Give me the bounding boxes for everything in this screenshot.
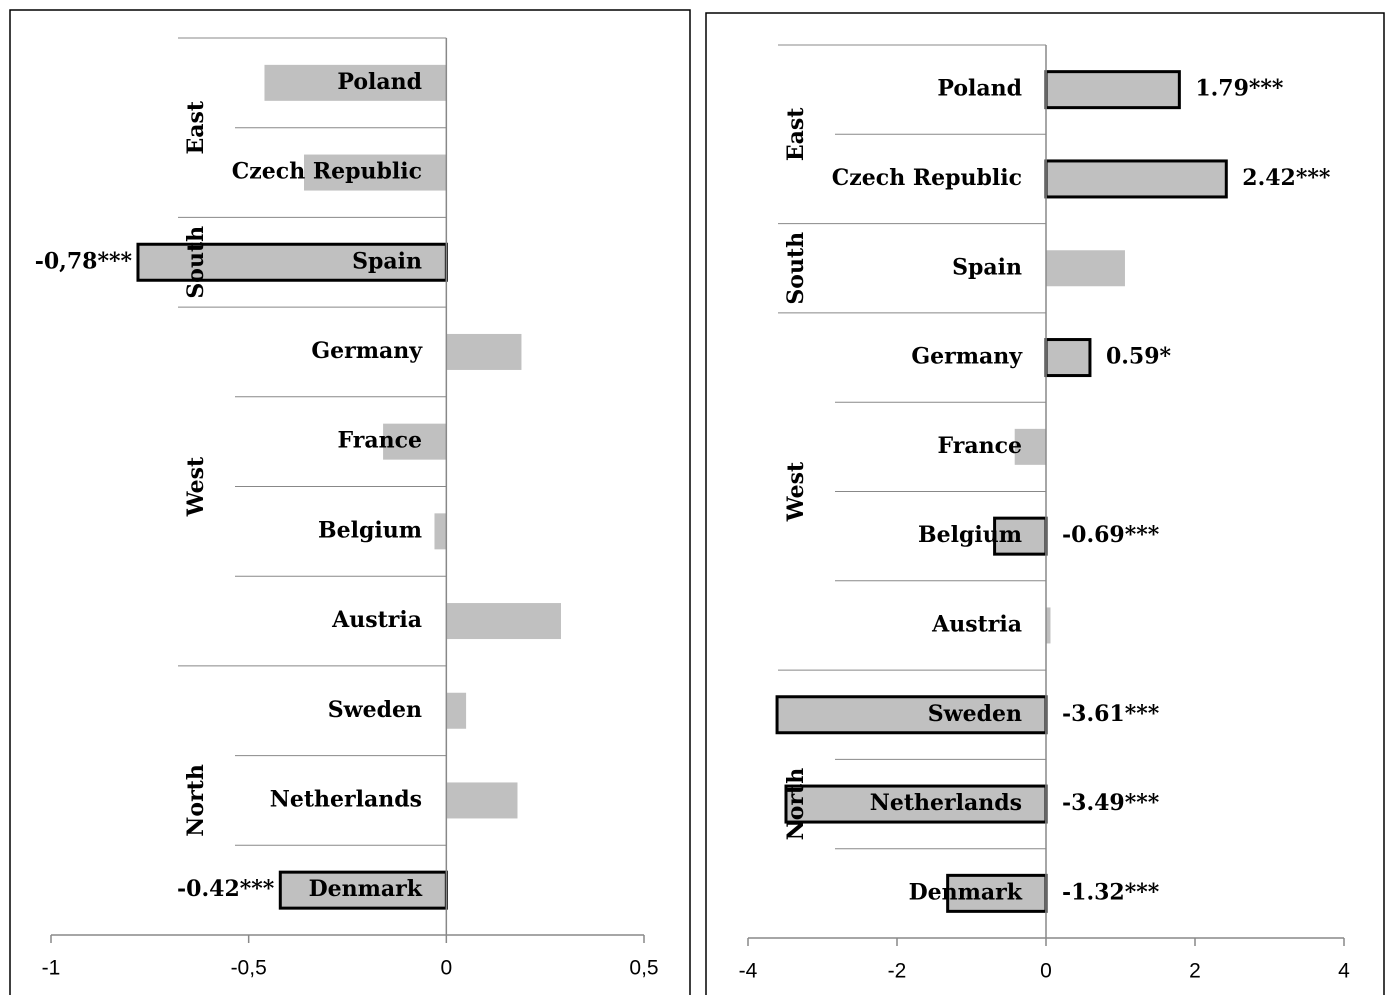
category-label: Austria <box>931 611 1022 637</box>
category-label: France <box>338 428 422 454</box>
group-label: West <box>183 456 209 517</box>
value-label: -0.69*** <box>1062 522 1160 548</box>
category-label: Denmark <box>309 876 423 902</box>
value-label: -3.61*** <box>1062 701 1160 727</box>
category-label: Czech Republic <box>232 159 422 185</box>
group-label: West <box>783 461 809 522</box>
bar <box>446 782 518 819</box>
right-panel <box>705 12 1385 995</box>
bar <box>946 873 1048 913</box>
category-label: Austria <box>331 607 422 633</box>
group-label: North <box>183 764 209 837</box>
left-panel <box>9 9 691 995</box>
category-label: Netherlands <box>870 790 1022 816</box>
bar <box>1044 159 1228 199</box>
value-label: -0,78*** <box>35 248 133 274</box>
x-tick-label: 0,5 <box>629 957 658 980</box>
x-tick-label: 0 <box>1040 960 1052 983</box>
bar <box>278 870 448 910</box>
value-label: -3.49*** <box>1062 790 1160 816</box>
x-tick-label: 2 <box>1189 960 1201 983</box>
value-label: 0.59* <box>1106 344 1172 370</box>
group-label: North <box>783 768 809 841</box>
bar <box>1044 70 1181 110</box>
category-label: Belgium <box>918 522 1022 548</box>
x-tick-label: 4 <box>1338 960 1350 983</box>
category-label: Belgium <box>318 517 422 543</box>
bar <box>1014 428 1046 465</box>
bar <box>383 423 447 460</box>
category-label: Spain <box>952 254 1022 280</box>
bar <box>136 242 448 282</box>
x-tick-label: -0,5 <box>231 957 267 980</box>
value-label: -1.32*** <box>1062 879 1160 905</box>
group-label: South <box>183 226 209 299</box>
category-label: Sweden <box>928 701 1022 727</box>
bar <box>264 64 447 101</box>
category-label: Netherlands <box>270 786 422 812</box>
value-label: -0.42*** <box>177 876 275 902</box>
category-label: France <box>938 433 1022 459</box>
x-tick-label: -2 <box>888 960 907 983</box>
bar <box>1046 250 1125 287</box>
bar <box>1044 338 1092 378</box>
value-label: 1.79*** <box>1195 76 1284 102</box>
category-label: Denmark <box>909 879 1023 905</box>
group-label: East <box>783 107 809 161</box>
group-label: East <box>183 100 209 154</box>
bar <box>304 154 447 191</box>
value-label: 2.42*** <box>1242 165 1331 191</box>
x-tick-label: -1 <box>42 957 61 980</box>
bar <box>446 603 561 640</box>
bar <box>1046 607 1051 644</box>
category-label: Poland <box>337 69 422 95</box>
x-tick-label: 0 <box>440 957 452 980</box>
category-label: Sweden <box>328 697 422 723</box>
category-label: Germany <box>911 344 1023 370</box>
category-label: Spain <box>352 248 422 274</box>
bar <box>446 333 522 370</box>
group-label: South <box>783 232 809 305</box>
bar <box>775 695 1048 735</box>
bar <box>993 516 1048 556</box>
bar <box>446 692 467 729</box>
category-label: Czech Republic <box>832 165 1022 191</box>
x-tick-label: -4 <box>739 960 758 983</box>
bar <box>434 513 447 550</box>
category-label: Germany <box>311 338 423 364</box>
category-label: Poland <box>937 76 1022 102</box>
